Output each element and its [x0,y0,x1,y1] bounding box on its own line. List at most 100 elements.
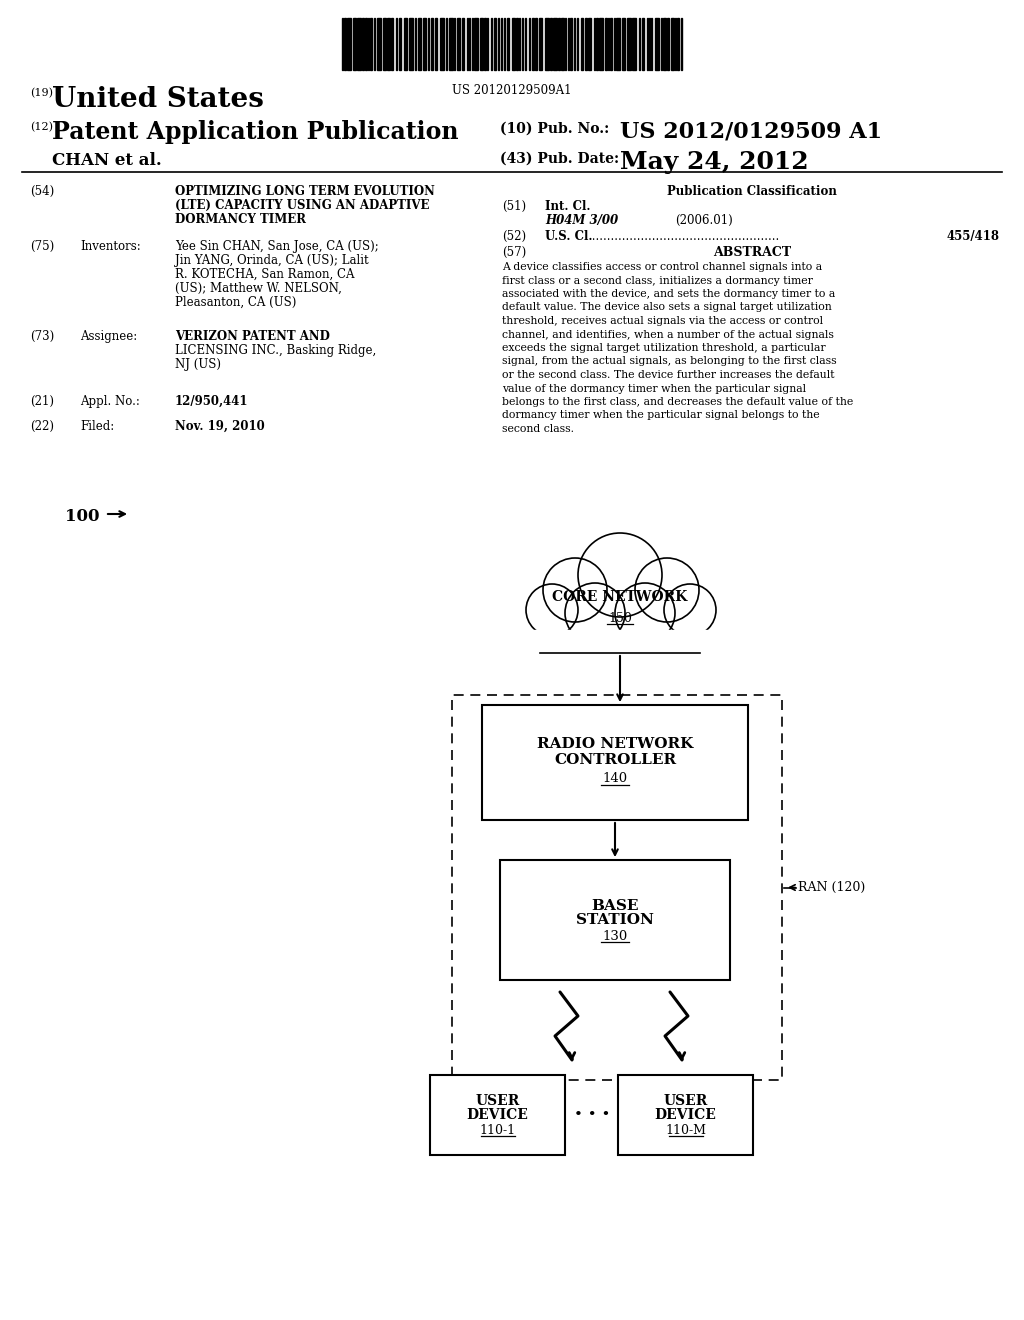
Text: (19): (19) [30,88,53,98]
Bar [581,18,583,70]
Bar [516,18,518,70]
Bar [610,18,612,70]
Bar [418,18,421,70]
Text: or the second class. The device further increases the default: or the second class. The device further … [502,370,835,380]
Text: RADIO NETWORK: RADIO NETWORK [537,738,693,751]
Bar [570,18,572,70]
Text: (12): (12) [30,121,53,132]
Bar [627,18,631,70]
Bar [347,18,351,70]
Text: signal, from the actual signals, as belonging to the first class: signal, from the actual signals, as belo… [502,356,837,367]
Bar [435,18,437,70]
Text: H04M 3/00: H04M 3/00 [545,214,618,227]
Bar [431,18,433,70]
Text: Patent Application Publication: Patent Application Publication [52,120,459,144]
Bar [500,861,730,979]
Bar [449,18,453,70]
Text: ABSTRACT: ABSTRACT [713,246,792,259]
Text: (2006.01): (2006.01) [675,214,733,227]
Bar [596,18,598,70]
Text: (52): (52) [502,230,526,243]
Text: (22): (22) [30,420,54,433]
Bar [423,18,426,70]
Bar [430,1074,565,1155]
Bar [539,18,542,70]
Text: 100: 100 [65,508,99,525]
Text: Nov. 19, 2010: Nov. 19, 2010 [175,420,265,433]
Text: USER: USER [664,1094,708,1107]
Bar [605,18,607,70]
Text: USER: USER [475,1094,519,1107]
Text: Jin YANG, Orinda, CA (US); Lalit: Jin YANG, Orinda, CA (US); Lalit [175,253,369,267]
Bar [642,18,644,70]
Text: (51): (51) [502,201,526,213]
Text: exceeds the signal target utilization threshold, a particular: exceeds the signal target utilization th… [502,343,825,352]
Text: DORMANCY TIMER: DORMANCY TIMER [175,213,306,226]
Circle shape [543,558,607,622]
Text: (73): (73) [30,330,54,343]
Bar [532,18,534,70]
Bar [474,18,478,70]
Bar [387,18,390,70]
Bar [535,18,537,70]
Text: CONTROLLER: CONTROLLER [554,754,676,767]
Bar [599,18,603,70]
Text: United States: United States [52,86,264,114]
Text: dormancy timer when the particular signal belongs to the: dormancy timer when the particular signa… [502,411,819,421]
Bar [494,18,496,70]
Text: 140: 140 [602,772,628,785]
Circle shape [565,583,625,643]
Bar [357,18,361,70]
Text: US 2012/0129509 A1: US 2012/0129509 A1 [620,120,882,143]
Bar [545,18,549,70]
Bar [353,18,356,70]
Bar [365,18,367,70]
Text: RAN (120): RAN (120) [798,880,865,894]
Text: May 24, 2012: May 24, 2012 [620,150,809,174]
Text: ..................................................: ........................................… [588,230,779,243]
Text: (21): (21) [30,395,54,408]
Bar [655,18,659,70]
Text: 150: 150 [608,612,632,626]
Circle shape [526,583,578,636]
Text: U.S. Cl.: U.S. Cl. [545,230,593,243]
Text: associated with the device, and sets the dormancy timer to a: associated with the device, and sets the… [502,289,836,300]
Text: 110-1: 110-1 [479,1125,515,1138]
Text: CHAN et al.: CHAN et al. [52,152,162,169]
Bar [377,18,381,70]
Bar [344,18,346,70]
Text: STATION: STATION [577,913,654,927]
Bar [409,18,413,70]
Text: 130: 130 [602,929,628,942]
Bar [482,705,748,820]
Bar [585,18,587,70]
Bar [561,18,564,70]
Bar [558,18,560,70]
Text: first class or a second class, initializes a dormancy timer: first class or a second class, initializ… [502,276,813,285]
Bar [512,18,515,70]
Text: (75): (75) [30,240,54,253]
Text: channel, and identifies, when a number of the actual signals: channel, and identifies, when a number o… [502,330,834,339]
Bar [553,18,557,70]
Bar [618,1074,753,1155]
Bar [622,18,625,70]
Circle shape [664,583,716,636]
Text: Pleasanton, CA (US): Pleasanton, CA (US) [175,296,296,309]
Text: Filed:: Filed: [80,420,115,433]
Bar [480,18,483,70]
Bar [550,18,552,70]
Bar [484,18,486,70]
Text: LICENSING INC., Basking Ridge,: LICENSING INC., Basking Ridge, [175,345,376,356]
Bar [520,630,720,655]
Text: US 20120129509A1: US 20120129509A1 [453,84,571,96]
Text: (57): (57) [502,246,526,259]
Text: DEVICE: DEVICE [467,1107,528,1122]
Text: VERIZON PATENT AND: VERIZON PATENT AND [175,330,330,343]
Bar [452,696,782,1080]
Text: (LTE) CAPACITY USING AN ADAPTIVE: (LTE) CAPACITY USING AN ADAPTIVE [175,199,429,213]
Bar [588,18,591,70]
Text: Publication Classification: Publication Classification [667,185,837,198]
Circle shape [635,558,699,622]
Bar [404,18,407,70]
Bar [362,18,364,70]
